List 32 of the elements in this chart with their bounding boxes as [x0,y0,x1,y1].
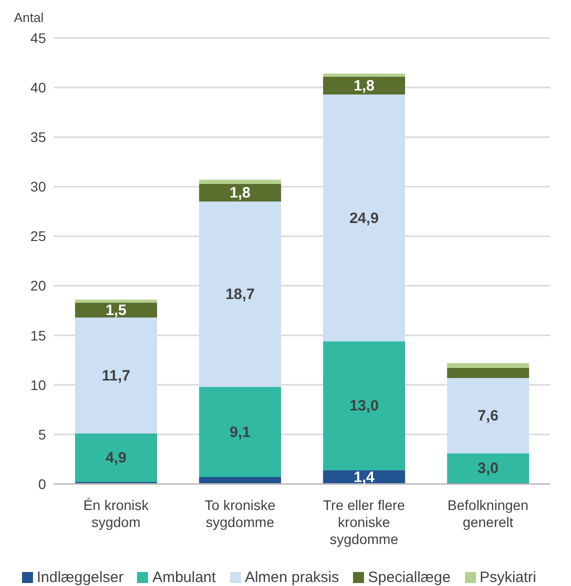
x-tick-label: Tre eller flere kroniske sygdomme [323,497,406,547]
y-tick-label: 10 [30,376,46,393]
data-label: 3,0 [478,460,499,478]
x-tick-label: Befolkningen generelt [448,497,528,530]
y-tick-label: 35 [30,129,46,146]
y-tick-label: 0 [38,476,46,492]
data-label: 1,8 [354,78,375,95]
data-label: 18,7 [225,286,255,304]
data-label: 1,8 [230,184,251,202]
legend-label: Indlæggelser [36,569,124,586]
legend-label: Ambulant [152,569,216,586]
data-label: 9,1 [230,424,251,441]
data-label: 1,4 [354,469,376,486]
y-axis-title: Antal [14,10,44,25]
legend-label: Psykiatri [480,569,536,586]
data-label: 1,5 [106,302,127,320]
data-label: 7,6 [478,408,499,425]
x-tick-label: To kroniske sygdomme [204,497,276,530]
data-label: 13,0 [349,398,379,415]
data-label: 11,7 [102,367,130,384]
legend-label: Almen praksis [244,569,340,586]
y-tick-label: 15 [30,327,46,344]
data-label: 24,9 [349,210,379,227]
y-tick-label: 45 [30,30,46,46]
y-tick-label: 25 [30,228,46,244]
y-tick-label: 40 [30,80,46,96]
legend-label: Speciallæge [368,569,451,586]
data-label: 4,9 [106,450,127,467]
x-tick-label: Én kronisk sygdom [83,497,150,530]
y-tick-label: 30 [30,178,46,195]
y-tick-label: 5 [38,426,46,442]
y-tick-label: 20 [30,278,46,294]
